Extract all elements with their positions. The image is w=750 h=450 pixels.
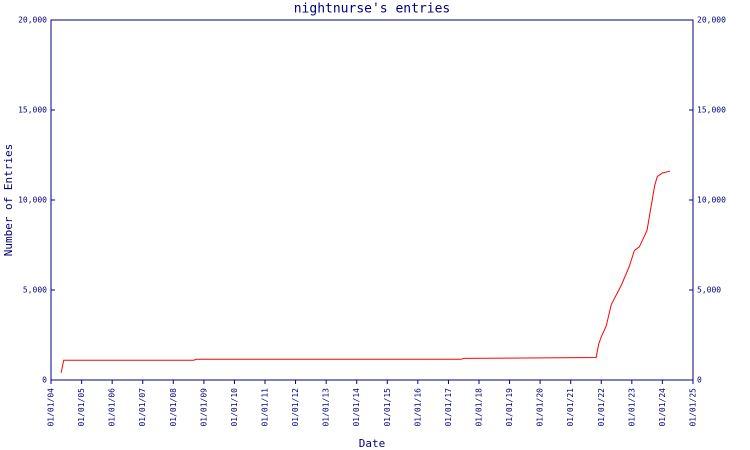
y-axis-label: Number of Entries (2, 144, 15, 257)
x-tick-label: 01/01/12 (291, 388, 300, 427)
x-tick-label: 01/01/25 (689, 388, 698, 427)
chart-title: nightnurse's entries (294, 2, 451, 17)
y2-tick-label: 20,000 (697, 16, 726, 25)
x-tick-label: 01/01/08 (169, 388, 178, 427)
x-tick-label: 01/01/07 (138, 388, 147, 427)
y2-tick-label: 0 (697, 376, 702, 385)
y-tick-label: 20,000 (18, 16, 47, 25)
y-tick-label: 10,000 (18, 196, 47, 205)
x-tick-label: 01/01/06 (108, 388, 117, 427)
x-axis-label: Date (359, 437, 386, 450)
x-tick-label: 01/01/11 (261, 388, 270, 427)
y2-tick-label: 10,000 (697, 196, 726, 205)
x-tick-label: 01/01/16 (413, 388, 422, 427)
x-tick-label: 01/01/23 (627, 388, 636, 427)
x-tick-label: 01/01/18 (475, 388, 484, 427)
x-tick-label: 01/01/10 (230, 388, 239, 427)
data-line (60, 170, 671, 373)
y-tick-label: 5,000 (23, 286, 47, 295)
x-tick-label: 01/01/05 (77, 388, 86, 427)
x-tick-label: 01/01/19 (505, 388, 514, 427)
x-tick-label: 01/01/21 (566, 388, 575, 427)
x-tick-label: 01/01/14 (352, 388, 361, 427)
x-tick-label: 01/01/22 (597, 388, 606, 427)
x-tick-label: 01/01/15 (383, 388, 392, 427)
x-tick-label: 01/01/04 (47, 388, 56, 427)
y2-tick-label: 15,000 (697, 106, 726, 115)
x-tick-label: 01/01/20 (536, 388, 545, 427)
x-tick-label: 01/01/13 (322, 388, 331, 427)
x-tick-label: 01/01/09 (199, 388, 208, 427)
y-tick-label: 15,000 (18, 106, 47, 115)
x-tick-label: 01/01/17 (444, 388, 453, 427)
y-tick-label: 0 (42, 376, 47, 385)
plot-frame (50, 19, 694, 381)
x-tick-label: 01/01/24 (658, 388, 667, 427)
y2-tick-label: 5,000 (697, 286, 721, 295)
